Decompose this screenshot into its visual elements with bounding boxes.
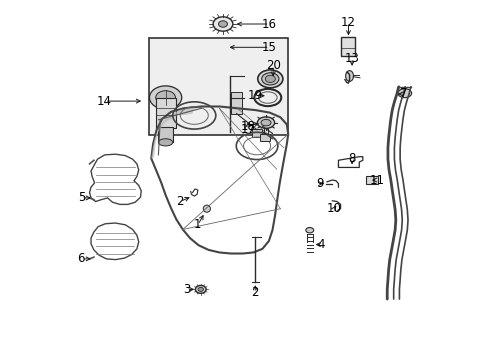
Ellipse shape bbox=[261, 73, 278, 85]
Text: 14: 14 bbox=[97, 95, 112, 108]
Ellipse shape bbox=[265, 75, 275, 82]
Text: 6: 6 bbox=[78, 252, 85, 265]
Ellipse shape bbox=[158, 139, 172, 146]
Text: 9: 9 bbox=[315, 177, 323, 190]
Ellipse shape bbox=[218, 21, 227, 27]
Text: 11: 11 bbox=[369, 174, 384, 186]
Text: 17: 17 bbox=[240, 123, 255, 136]
Text: 7: 7 bbox=[400, 87, 407, 100]
Ellipse shape bbox=[149, 86, 182, 109]
Text: 19: 19 bbox=[247, 89, 262, 102]
Ellipse shape bbox=[257, 117, 274, 129]
Ellipse shape bbox=[261, 120, 270, 126]
Text: 10: 10 bbox=[326, 202, 341, 215]
Polygon shape bbox=[151, 108, 194, 158]
Ellipse shape bbox=[397, 89, 411, 98]
Ellipse shape bbox=[213, 17, 232, 31]
Text: 13: 13 bbox=[344, 51, 359, 64]
Bar bbox=[155, 98, 175, 128]
Ellipse shape bbox=[257, 70, 282, 88]
Bar bbox=[158, 127, 172, 142]
Text: 20: 20 bbox=[265, 59, 280, 72]
Text: 16: 16 bbox=[262, 18, 277, 31]
Circle shape bbox=[203, 205, 210, 212]
Bar bbox=[230, 92, 241, 114]
Text: 2: 2 bbox=[251, 287, 259, 300]
Ellipse shape bbox=[345, 71, 353, 81]
Text: 3: 3 bbox=[183, 283, 190, 296]
Text: 1: 1 bbox=[194, 218, 201, 231]
Bar bbox=[366, 176, 377, 184]
Ellipse shape bbox=[305, 228, 313, 233]
Text: 2: 2 bbox=[176, 195, 183, 208]
Bar bbox=[252, 129, 262, 137]
Text: 4: 4 bbox=[317, 238, 325, 251]
Bar bbox=[259, 134, 269, 141]
Text: 18: 18 bbox=[240, 120, 255, 133]
Bar bbox=[340, 37, 354, 56]
Text: 5: 5 bbox=[78, 192, 85, 204]
Ellipse shape bbox=[198, 287, 203, 291]
Bar bbox=[149, 39, 287, 135]
Text: 12: 12 bbox=[340, 16, 355, 29]
Text: 15: 15 bbox=[262, 41, 277, 54]
Ellipse shape bbox=[155, 91, 175, 104]
Text: 8: 8 bbox=[347, 152, 355, 165]
Ellipse shape bbox=[195, 285, 206, 293]
